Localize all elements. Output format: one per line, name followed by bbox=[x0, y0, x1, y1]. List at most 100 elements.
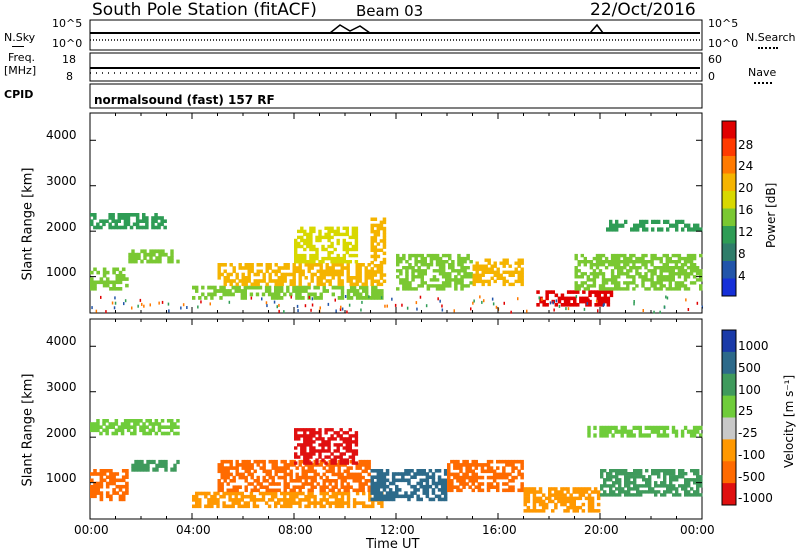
velocity-cell-8 bbox=[538, 496, 543, 501]
power-cell-5 bbox=[309, 244, 313, 249]
power-cell-5 bbox=[345, 247, 349, 252]
power-cell-7 bbox=[411, 269, 415, 273]
velocity-cell-8 bbox=[575, 487, 579, 491]
velocity-cell-0 bbox=[117, 428, 122, 433]
power-cell-0 bbox=[114, 219, 118, 223]
power-cell-5 bbox=[300, 226, 304, 230]
velocity-cell-4 bbox=[217, 488, 221, 493]
power-cell-10 bbox=[689, 269, 694, 273]
velocity-cell-7 bbox=[477, 475, 482, 480]
velocity-cell-9 bbox=[696, 493, 700, 497]
power-colorbar-swatch bbox=[722, 261, 736, 279]
velocity-cell-4 bbox=[313, 472, 317, 477]
power-cell-4 bbox=[277, 282, 281, 287]
velocity-cell-9 bbox=[612, 481, 616, 485]
velocity-cell-7 bbox=[520, 466, 524, 470]
velocity-cell-8 bbox=[575, 496, 579, 501]
velocity-cell-9 bbox=[624, 481, 628, 485]
power-cell-5 bbox=[333, 247, 337, 252]
power-cell-8 bbox=[490, 264, 494, 268]
velocity-cell-5 bbox=[348, 440, 352, 444]
power-cell-7 bbox=[423, 260, 427, 264]
power-cell-3 bbox=[301, 285, 305, 290]
velocity-cell-5 bbox=[345, 449, 349, 453]
power-cell-10 bbox=[644, 278, 648, 282]
velocity-cell-5 bbox=[336, 449, 340, 453]
power-cell-10 bbox=[656, 287, 660, 291]
velocity-cell-7 bbox=[465, 482, 469, 486]
power-cell-5 bbox=[303, 238, 307, 243]
velocity-cell-4 bbox=[292, 488, 296, 493]
velocity-cell-10 bbox=[662, 425, 667, 430]
power-cell-10 bbox=[653, 284, 657, 288]
power-cell-3 bbox=[195, 285, 199, 290]
velocity-cell-1 bbox=[105, 484, 110, 489]
power-cell-7 bbox=[438, 260, 443, 264]
velocity-cell-3 bbox=[340, 504, 345, 509]
velocity-cell-6 bbox=[437, 481, 442, 486]
power-cell-8 bbox=[484, 264, 488, 268]
power-clutter-dot bbox=[319, 306, 321, 310]
nave-legend-dots bbox=[754, 82, 772, 84]
power-cell-10 bbox=[692, 256, 697, 261]
power-cell-10 bbox=[647, 269, 651, 273]
power-cell-9 bbox=[545, 296, 549, 301]
velocity-cell-7 bbox=[505, 463, 509, 467]
velocity-cell-8 bbox=[523, 487, 527, 491]
power-cell-8 bbox=[472, 282, 476, 287]
power-cell-10 bbox=[671, 278, 675, 282]
velocity-cell-4 bbox=[340, 482, 344, 486]
velocity-cell-6 bbox=[440, 497, 445, 502]
velocity-cell-9 bbox=[627, 487, 631, 491]
power-cell-2 bbox=[131, 252, 135, 257]
power-cell-5 bbox=[327, 253, 331, 258]
velocity-cell-3 bbox=[346, 491, 351, 496]
velocity-cell-8 bbox=[526, 496, 531, 501]
power-cell-10 bbox=[623, 260, 627, 264]
power-cell-4 bbox=[253, 279, 257, 283]
power-cell-4 bbox=[301, 272, 305, 277]
power-cell-7 bbox=[441, 269, 446, 273]
velocity-cell-4 bbox=[253, 459, 257, 464]
velocity-cell-6 bbox=[376, 475, 381, 479]
power-cell-7 bbox=[448, 253, 452, 258]
velocity-cell-4 bbox=[262, 469, 266, 474]
power-clutter-dot bbox=[143, 304, 145, 308]
power-cell-10 bbox=[692, 281, 697, 285]
power-cell-9 bbox=[594, 290, 598, 294]
power-cell-11 bbox=[645, 227, 649, 232]
velocity-cell-8 bbox=[538, 490, 543, 494]
power-cell-5 bbox=[351, 232, 356, 237]
power-cell-10 bbox=[662, 284, 666, 288]
power-cell-5 bbox=[315, 247, 319, 252]
power-cell-1 bbox=[109, 280, 113, 285]
velocity-cell-4 bbox=[256, 479, 260, 483]
velocity-cell-7 bbox=[483, 463, 488, 467]
power-cell-4 bbox=[340, 266, 344, 270]
power-cell-4 bbox=[217, 276, 221, 280]
power-cell-6 bbox=[373, 248, 378, 252]
power-cell-10 bbox=[665, 256, 669, 261]
power-cell-9 bbox=[563, 303, 568, 307]
velocity-cell-3 bbox=[246, 501, 250, 505]
velocity-cell-8 bbox=[575, 505, 579, 510]
velocity-cell-9 bbox=[630, 493, 634, 497]
power-cell-5 bbox=[294, 247, 298, 252]
power-cell-7 bbox=[408, 266, 412, 270]
velocity-cell-7 bbox=[468, 466, 472, 470]
velocity-cbar-tick-500: 500 bbox=[738, 361, 761, 375]
velocity-cell-5 bbox=[345, 431, 349, 435]
power-cell-10 bbox=[620, 253, 624, 258]
power-cell-6 bbox=[376, 270, 381, 274]
power-cell-4 bbox=[289, 272, 293, 277]
power-cell-4 bbox=[241, 272, 245, 277]
power-cell-2 bbox=[131, 256, 135, 260]
power-cell-10 bbox=[610, 263, 615, 267]
power-cell-10 bbox=[680, 263, 685, 267]
power-cell-10 bbox=[647, 260, 651, 264]
power-cell-3 bbox=[234, 285, 238, 290]
velocity-cell-0 bbox=[117, 425, 122, 429]
velocity-cell-3 bbox=[352, 498, 357, 502]
power-cell-5 bbox=[330, 250, 334, 255]
power-cell-7 bbox=[420, 275, 424, 279]
